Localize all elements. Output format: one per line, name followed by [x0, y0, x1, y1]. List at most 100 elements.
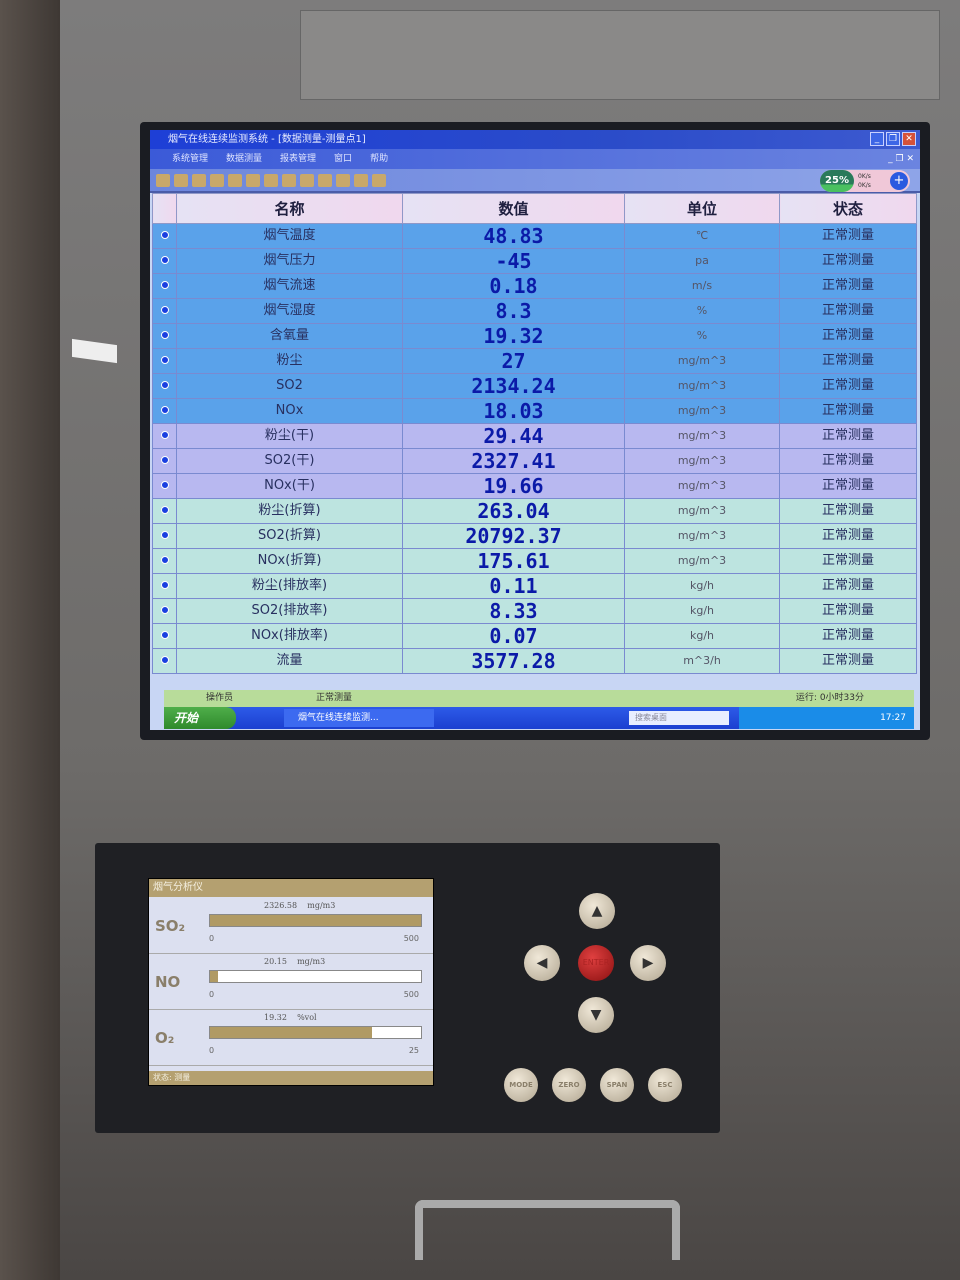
menu-window[interactable]: 窗口: [334, 154, 353, 164]
row-unit: %: [624, 298, 780, 324]
row-indicator-icon: [152, 273, 177, 299]
table-row[interactable]: 粉尘(干) 29.44 mg/m^3 正常测量: [152, 423, 917, 449]
tool-icon[interactable]: [228, 174, 242, 187]
tool-icon[interactable]: [264, 174, 278, 187]
row-unit: mg/m^3: [624, 448, 780, 474]
row-value: 175.61: [402, 548, 625, 574]
table-row[interactable]: 流量 3577.28 m^3/h 正常测量: [152, 648, 917, 674]
table-row[interactable]: 粉尘(排放率) 0.11 kg/h 正常测量: [152, 573, 917, 599]
table-row[interactable]: 含氧量 19.32 % 正常测量: [152, 323, 917, 349]
gas-value: 20.15 mg/m3: [264, 957, 326, 966]
row-unit: mg/m^3: [624, 548, 780, 574]
row-unit: m/s: [624, 273, 780, 299]
table-row[interactable]: SO2(排放率) 8.33 kg/h 正常测量: [152, 598, 917, 624]
row-name: 粉尘(排放率): [176, 573, 403, 599]
row-unit: mg/m^3: [624, 373, 780, 399]
up-key[interactable]: ▲: [579, 893, 615, 929]
taskbar-app[interactable]: 烟气在线连续监测...: [284, 709, 434, 727]
enter-key[interactable]: ENTER: [578, 945, 614, 981]
row-indicator-icon: [152, 548, 177, 574]
row-indicator-icon: [152, 648, 177, 674]
tool-icon[interactable]: [354, 174, 368, 187]
table-row[interactable]: 粉尘(折算) 263.04 mg/m^3 正常测量: [152, 498, 917, 524]
down-key[interactable]: ▼: [578, 997, 614, 1033]
minimize-button[interactable]: _: [870, 132, 884, 146]
row-name: 流量: [176, 648, 403, 674]
tool-icon[interactable]: [246, 174, 260, 187]
row-status: 正常测量: [779, 348, 917, 374]
drawer-handle[interactable]: [415, 1200, 680, 1260]
row-value: 27: [402, 348, 625, 374]
menu-system[interactable]: 系统管理: [172, 154, 209, 164]
row-status: 正常测量: [779, 523, 917, 549]
right-key[interactable]: ▶: [630, 945, 666, 981]
tool-icon[interactable]: [318, 174, 332, 187]
gas-bar-fill: [210, 1027, 373, 1038]
row-indicator-icon: [152, 573, 177, 599]
gas-value: 2326.58 mg/m3: [264, 901, 336, 910]
close-button[interactable]: ✕: [902, 132, 916, 146]
row-status: 正常测量: [779, 648, 917, 674]
menu-data[interactable]: 数据测量: [226, 154, 263, 164]
tool-icon[interactable]: [210, 174, 224, 187]
header-blank: [152, 193, 177, 224]
tool-icon[interactable]: [156, 174, 170, 187]
row-status: 正常测量: [779, 598, 917, 624]
tool-icon[interactable]: [300, 174, 314, 187]
row-indicator-icon: [152, 498, 177, 524]
left-key[interactable]: ◀: [524, 945, 560, 981]
cabinet-top-panel: [300, 10, 940, 100]
start-button[interactable]: 开始: [164, 707, 236, 729]
table-row[interactable]: 粉尘 27 mg/m^3 正常测量: [152, 348, 917, 374]
table-row[interactable]: 烟气流速 0.18 m/s 正常测量: [152, 273, 917, 299]
mdi-controls[interactable]: _ ❐ ✕: [888, 154, 914, 164]
table-row[interactable]: NOx(干) 19.66 mg/m^3 正常测量: [152, 473, 917, 499]
row-name: 粉尘(折算): [176, 498, 403, 524]
table-row[interactable]: NOx(排放率) 0.07 kg/h 正常测量: [152, 623, 917, 649]
table-row[interactable]: 烟气温度 48.83 ℃ 正常测量: [152, 223, 917, 249]
row-indicator-icon: [152, 323, 177, 349]
header-name: 名称: [176, 193, 403, 224]
tool-icon[interactable]: [336, 174, 350, 187]
desktop-search-input[interactable]: 搜索桌面: [629, 711, 729, 725]
restore-button[interactable]: ❐: [886, 132, 900, 146]
tool-icon[interactable]: [174, 174, 188, 187]
row-name: 烟气湿度: [176, 298, 403, 324]
row-value: 18.03: [402, 398, 625, 424]
gas-reading: O₂ 19.32 %vol 0 25: [149, 1011, 433, 1066]
menu-report[interactable]: 报表管理: [280, 154, 317, 164]
gas-max: 500: [403, 934, 419, 943]
tool-icon[interactable]: [372, 174, 386, 187]
row-name: 含氧量: [176, 323, 403, 349]
row-value: 263.04: [402, 498, 625, 524]
table-row[interactable]: 烟气湿度 8.3 % 正常测量: [152, 298, 917, 324]
table-row[interactable]: NOx 18.03 mg/m^3 正常测量: [152, 398, 917, 424]
menu-help[interactable]: 帮助: [370, 154, 389, 164]
row-unit: kg/h: [624, 623, 780, 649]
title-bar: 烟气在线连续监测系统 - [数据测量-测量点1] _ ❐ ✕: [150, 130, 920, 149]
span-key[interactable]: SPAN: [600, 1068, 634, 1102]
table-row[interactable]: SO2(折算) 20792.37 mg/m^3 正常测量: [152, 523, 917, 549]
row-name: 粉尘: [176, 348, 403, 374]
row-value: 2134.24: [402, 373, 625, 399]
esc-key[interactable]: ESC: [648, 1068, 682, 1102]
row-name: NOx: [176, 398, 403, 424]
row-indicator-icon: [152, 623, 177, 649]
table-row[interactable]: SO2(干) 2327.41 mg/m^3 正常测量: [152, 448, 917, 474]
row-indicator-icon: [152, 473, 177, 499]
gas-bar: [209, 1026, 422, 1039]
tool-icon[interactable]: [192, 174, 206, 187]
network-widget[interactable]: 25% 0K/s 0K/s +: [820, 170, 910, 192]
row-name: 烟气压力: [176, 248, 403, 274]
zero-key[interactable]: ZERO: [552, 1068, 586, 1102]
table-row[interactable]: NOx(折算) 175.61 mg/m^3 正常测量: [152, 548, 917, 574]
row-name: NOx(排放率): [176, 623, 403, 649]
row-unit: pa: [624, 248, 780, 274]
row-value: 2327.41: [402, 448, 625, 474]
table-row[interactable]: 烟气压力 -45 pa 正常测量: [152, 248, 917, 274]
table-row[interactable]: SO2 2134.24 mg/m^3 正常测量: [152, 373, 917, 399]
plus-icon[interactable]: +: [890, 172, 908, 190]
mode-key[interactable]: MODE: [504, 1068, 538, 1102]
search-tool-icon[interactable]: [282, 174, 296, 187]
row-indicator-icon: [152, 223, 177, 249]
